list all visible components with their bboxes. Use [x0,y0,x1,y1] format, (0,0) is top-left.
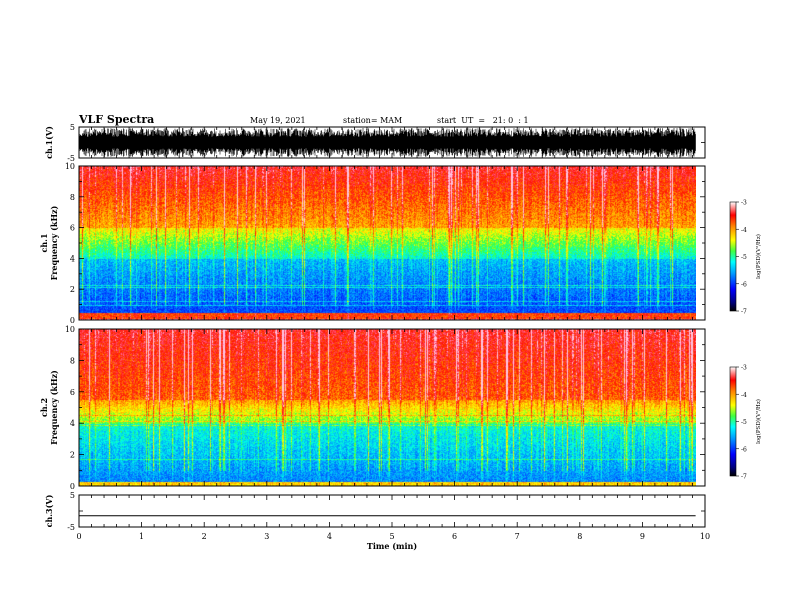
ch2-colorbar-label: log(PSD)(V²/Hz) [755,399,762,444]
x-tick-label: 6 [452,532,457,541]
x-tick-label: 0 [76,532,81,541]
ch2-colorbar-tick-label: -7 [741,474,747,481]
ch1-colorbar-tick-label: -7 [741,309,747,316]
ch1-colorbar-tick-label: -4 [741,227,747,234]
x-tick-label: 3 [264,532,269,541]
ch1-spectrogram-y-tick-label: 2 [70,285,75,294]
ch1-colorbar-bar [729,201,737,312]
ch2-colorbar-tick-label: -5 [741,419,747,426]
ch1-spectrogram-y-tick-label: 8 [70,193,75,202]
ch2-spectrogram-y-tick-label: 0 [70,482,75,491]
x-tick-label: 7 [515,532,520,541]
x-axis-label: Time (min) [367,541,417,551]
ch3-waveform-y-tick-label: 5 [70,491,75,500]
figure-title: VLF Spectra [79,113,155,126]
ch2-spectrogram-y-tick-label: 8 [70,356,75,365]
ch1-waveform-y-tick-label: 5 [70,123,75,132]
ch1-waveform-y-tick-label: -5 [67,154,75,163]
ch1-colorbar-tick-label: -5 [741,254,747,261]
x-tick-label: 4 [327,532,332,541]
x-tick-label: 1 [139,532,144,541]
ch2-spectrogram-ylabel-channel: ch.2 [39,398,49,417]
ch2-colorbar-tick-label: -3 [741,365,747,372]
x-tick-label: 2 [202,532,207,541]
ch1-spectrogram-ylabel: Frequency (kHz) [49,205,59,280]
ch2-spectrogram-y-tick-label: 10 [65,325,75,334]
ch2-spectrogram-y-tick-label: 2 [70,451,75,460]
station-label: station= MAM [343,116,403,125]
ch2-colorbar-tick-label: -6 [741,446,747,453]
ch2-spectrogram-y-tick-label: 6 [70,388,75,397]
ch1-spectrogram-y-tick-label: 6 [70,224,75,233]
x-tick-label: 9 [640,532,645,541]
ch2-colorbar-tick-label: -4 [741,392,747,399]
date-label: May 19, 2021 [250,116,306,125]
ch3-waveform-ylabel: ch.3(V) [44,494,54,527]
ch2-colorbar-bar [729,366,737,477]
start-time-label: start UT = 21: 0 : 1 [437,116,529,125]
ch3-waveform-y-tick-label: -5 [67,523,75,532]
x-tick-label: 10 [700,532,710,541]
ch1-colorbar-tick-label: -3 [741,200,747,207]
ch1-waveform-trace [78,128,696,157]
ch1-colorbar-label: log(PSD)(V²/Hz) [755,234,762,279]
ch1-waveform-ylabel: ch.1(V) [44,126,54,159]
ch1-spectrogram-y-tick-label: 0 [70,316,75,325]
x-tick-label: 8 [577,532,582,541]
ch2-spectrogram-y-tick-label: 4 [70,419,75,428]
ch2-spectrogram-image [79,329,696,486]
ch1-spectrogram-ylabel-channel: ch.1 [39,233,49,252]
ch2-spectrogram-ylabel: Frequency (kHz) [49,370,59,445]
ch1-colorbar-tick-label: -6 [741,281,747,288]
x-tick-label: 5 [389,532,394,541]
ch1-spectrogram-y-tick-label: 4 [70,254,75,263]
ch1-spectrogram-y-tick-label: 10 [65,162,75,171]
ch1-spectrogram-image [79,166,696,320]
